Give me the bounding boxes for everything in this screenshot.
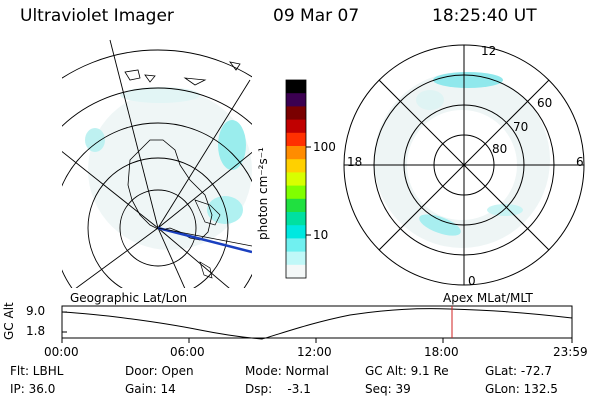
strip-xtick-0000: 00:00 [44, 345, 79, 359]
strip-axis-label: GC Alt [2, 302, 16, 340]
info-ip: IP: 36.0 [10, 382, 56, 396]
strip-xtick-0600: 06:00 [170, 345, 205, 359]
colorbar-segment [286, 146, 306, 160]
colorbar-segment [286, 198, 306, 213]
magnetic-polar-panel [343, 44, 585, 286]
colorbar-tick-10: 10 [313, 228, 329, 242]
mlat-label-60: 60 [537, 96, 553, 110]
info-door: Door: Open [125, 364, 194, 378]
satellite-track-line [157, 226, 252, 254]
lon-grid [62, 39, 252, 288]
info-glat: GLat: -72.7 [485, 364, 552, 378]
colorbar-segment [286, 80, 306, 94]
left-aurora-image [85, 87, 252, 250]
colorbar-segment [286, 185, 306, 200]
mlat-label-70: 70 [513, 120, 529, 134]
mlat-label-80: 80 [492, 142, 508, 156]
colorbar-segment [286, 159, 306, 173]
altitude-strip [61, 305, 573, 343]
colorbar-segment [286, 172, 306, 187]
time-label: 18:25:40 UT [432, 6, 537, 26]
strip-ytick-9: 9.0 [26, 304, 46, 318]
info-mode: Mode: Normal [245, 364, 329, 378]
strip-ytick-1-8: 1.8 [26, 324, 46, 338]
geographic-map-panel [62, 39, 252, 288]
info-flt: Flt: LBHL [10, 364, 64, 378]
colorbar-segment [286, 225, 306, 239]
date-label: 09 Mar 07 [273, 6, 360, 26]
colorbar-segment [286, 251, 306, 266]
colorbar-unit-label: photon cm⁻²s⁻¹ [256, 147, 270, 240]
strip-xtick-1800: 18:00 [424, 345, 459, 359]
info-dsp: Dsp: -3.1 [245, 382, 311, 396]
lat-grid [62, 49, 252, 288]
colorbar-segment [286, 119, 306, 134]
colorbar [286, 80, 306, 279]
right-panel-label: Apex MLat/MLT [443, 291, 533, 305]
info-gain: Gain: 14 [125, 382, 176, 396]
colorbar-segment [286, 238, 306, 253]
mlt-label-6: 6 [576, 155, 584, 169]
info-gcalt: GC Alt: 9.1 Re [365, 364, 449, 378]
info-glon: GLon: 132.5 [485, 382, 558, 396]
left-panel-label: Geographic Lat/Lon [70, 291, 188, 305]
colorbar-segment [286, 93, 306, 107]
colorbar-segment [286, 106, 306, 121]
antarctica-coastline [127, 139, 213, 241]
colorbar-tick-100: 100 [313, 140, 336, 154]
mlt-label-0: 0 [468, 274, 476, 288]
info-seq: Seq: 39 [365, 382, 411, 396]
mlt-label-12: 12 [481, 44, 497, 58]
mlt-label-18: 18 [347, 155, 363, 169]
strip-xtick-2359: 23:59 [553, 345, 588, 359]
strip-xtick-1200: 12:00 [297, 345, 332, 359]
app-title: Ultraviolet Imager [20, 6, 174, 26]
colorbar-segment [286, 132, 306, 147]
colorbar-segment [286, 212, 306, 226]
colorbar-segment [286, 264, 306, 279]
altitude-curve [61, 308, 573, 340]
